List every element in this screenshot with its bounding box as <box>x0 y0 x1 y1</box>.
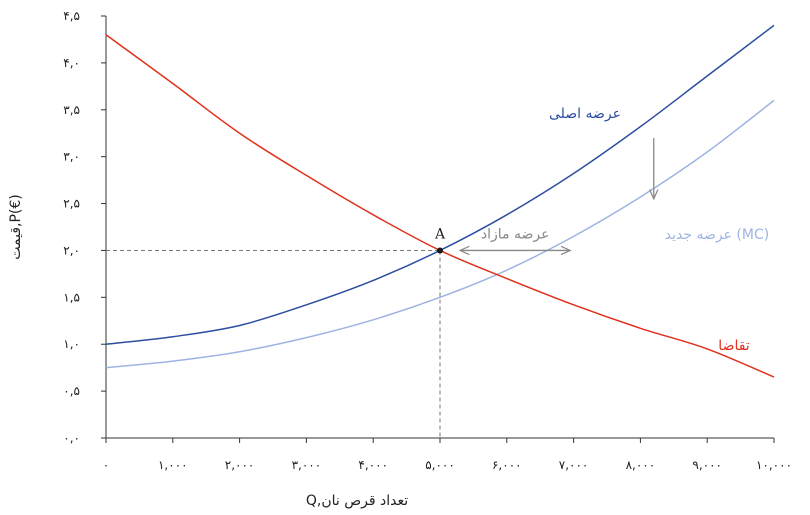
x-ticks: ۰ ۱,۰۰۰ ۲,۰۰۰ ۳,۰۰۰ ۴,۰۰۰ ۵,۰۰۰ ۶,۰۰۰ ۷,۰۰۰ ۸,۰۰… <box>103 438 792 472</box>
y-ticks: ۰,۰ ۰,۵ ۱,۰ ۱,۵ ۲,۰ ۲,۵ ۳,۰ ۳,۵ ۴,۰ ۴,۵ <box>63 9 106 445</box>
y-axis-title: قیمت,P(€) <box>8 194 24 260</box>
x-axis-title: Q,تعداد قرص نان <box>306 493 408 509</box>
new-supply-curve <box>105 99 775 369</box>
x-tick-label: ۷,۰۰۰ <box>559 458 589 472</box>
x-tick-label: ۰ <box>103 458 109 472</box>
y-tick-label: ۴,۰ <box>63 56 80 70</box>
x-tick-label: ۱۰,۰۰۰ <box>756 458 792 472</box>
x-tick-label: ۹,۰۰۰ <box>692 458 722 472</box>
y-tick-label: ۳,۵ <box>63 103 80 117</box>
y-tick-label: ۰,۰ <box>63 431 80 445</box>
y-tick-label: ۱,۵ <box>63 290 80 304</box>
demand-curve <box>105 34 775 378</box>
original-supply-label: عرضه اصلی <box>549 106 621 122</box>
x-tick-label: ۱,۰۰۰ <box>158 458 188 472</box>
axes: ۰,۰ ۰,۵ ۱,۰ ۱,۵ ۲,۰ ۲,۵ ۳,۰ ۳,۵ ۴,۰ ۴,۵ ۰ ۱,۰۰۰ ۲,۰… <box>63 9 792 472</box>
y-tick-label: ۴,۵ <box>63 9 80 23</box>
x-tick-label: ۵,۰۰۰ <box>425 458 455 472</box>
new-supply-label: عرضه جدید (MC) <box>665 227 769 243</box>
x-tick-label: ۳,۰۰۰ <box>292 458 322 472</box>
equilibrium-point-label: A <box>434 226 446 242</box>
equilibrium-point-a <box>437 247 443 254</box>
excess-supply-label: عرضه مازاد <box>481 226 550 242</box>
y-tick-label: ۰,۵ <box>63 384 80 398</box>
y-tick-label: ۳,۰ <box>63 150 80 164</box>
curve-labels: عرضه اصلی عرضه جدید (MC) تقاضا <box>549 106 769 354</box>
annotations: عرضه مازاد A <box>434 137 654 254</box>
x-tick-label: ۶,۰۰۰ <box>492 458 522 472</box>
x-tick-label: ۸,۰۰۰ <box>626 458 656 472</box>
original-supply-curve <box>105 24 775 345</box>
x-tick-label: ۴,۰۰۰ <box>358 458 388 472</box>
demand-label: تقاضا <box>718 338 750 354</box>
y-tick-label: ۲,۵ <box>63 197 80 211</box>
y-tick-label: ۲,۰ <box>63 243 80 257</box>
guide-lines <box>106 249 441 438</box>
y-tick-label: ۱,۰ <box>63 337 80 351</box>
x-tick-label: ۲,۰۰۰ <box>225 458 255 472</box>
